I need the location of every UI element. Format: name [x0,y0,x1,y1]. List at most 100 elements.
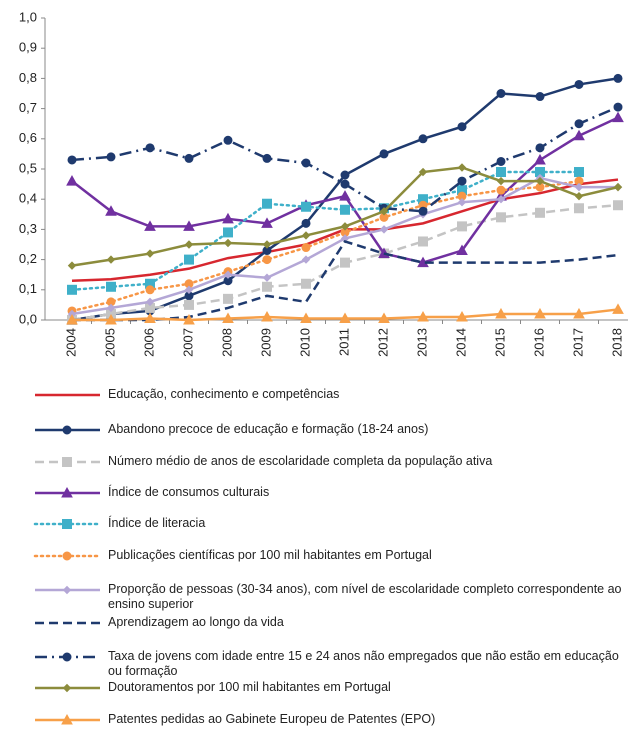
data-point [223,293,233,304]
legend-label: Índice de consumos culturais [108,485,270,499]
data-point [183,220,195,231]
x-tick-label: 2005 [102,328,117,357]
data-point [534,307,546,319]
data-point [67,284,77,295]
data-point [457,176,467,186]
data-point [184,153,194,163]
data-point [144,220,156,231]
data-point [261,217,273,228]
legend-marker [62,683,72,693]
legend-label: Aprendizagem ao longo da vida [108,615,284,629]
data-point [262,153,272,163]
legend-marker [62,551,72,561]
x-tick-label: 2017 [570,328,585,357]
data-point [261,310,273,322]
x-tick-label: 2016 [531,328,546,357]
data-point [184,240,194,249]
data-point [574,79,584,89]
data-point [301,158,311,168]
data-point [379,207,389,216]
data-point [378,312,390,323]
data-point [612,303,624,314]
legend-label: Taxa de jovens com idade entre 15 e 24 a… [108,649,619,678]
data-point [106,281,116,292]
data-point [534,153,546,165]
y-tick-label: 0,0 [19,311,37,326]
data-point [496,89,506,98]
legend-label: Patentes pedidas ao Gabinete Europeu de … [108,712,436,726]
data-point [67,155,77,165]
data-point [222,212,234,224]
y-tick-label: 0,4 [19,191,37,206]
data-point [340,170,350,180]
data-point [106,152,116,162]
x-tick-label: 2009 [258,328,273,357]
data-point [262,240,272,249]
x-tick-label: 2008 [219,328,234,357]
x-tick-label: 2011 [336,328,351,356]
data-point [262,273,272,282]
x-tick-label: 2015 [492,328,507,357]
data-point [574,182,584,192]
data-point [574,191,584,201]
data-point [573,129,585,141]
data-point [262,255,272,265]
data-point [184,285,194,295]
data-point [457,198,467,207]
y-tick-label: 0,9 [19,40,37,55]
data-point [456,310,468,322]
data-point [418,206,428,216]
data-point [223,227,233,238]
x-tick-label: 2006 [141,328,156,357]
data-point [301,231,311,240]
data-point [144,312,156,323]
data-point [496,185,506,195]
data-point [183,313,195,325]
legend-marker [62,457,72,467]
legend-marker [62,425,72,435]
data-point [457,122,467,132]
data-point [613,73,623,83]
x-tick-label: 2007 [180,328,195,357]
legend-label: Doutoramentos por 100 mil habitantes em … [108,680,391,694]
data-point [613,102,623,112]
data-point [340,179,350,189]
y-tick-label: 0,7 [19,100,37,115]
data-point [222,312,234,323]
data-point [105,313,117,325]
legend-label: Número médio de anos de escolaridade com… [108,454,493,468]
legend-marker [61,486,73,498]
legend-label: Abandono precoce de educação e formação … [108,422,429,436]
data-point [496,176,506,186]
data-point [184,254,194,265]
data-point [145,249,155,258]
legend-marker [62,652,72,662]
data-point [300,312,312,323]
data-point [223,270,233,279]
x-tick-label: 2004 [63,328,78,357]
data-point [418,134,428,144]
data-point [379,225,389,234]
data-point [535,176,545,186]
data-point [66,175,78,186]
data-point [105,205,117,216]
x-tick-label: 2010 [297,328,312,357]
data-point [496,194,506,204]
data-point [301,255,311,264]
data-point [301,218,311,228]
x-tick-label: 2012 [375,328,390,357]
data-point [612,111,624,123]
data-point [184,299,194,310]
data-point [66,313,78,325]
data-point [535,92,545,102]
data-point [106,255,116,264]
data-point [613,182,623,192]
data-point [496,156,506,166]
data-point [340,257,350,268]
data-point [223,135,233,145]
data-point [574,167,584,178]
data-point [457,163,467,172]
series-line [70,179,581,313]
data-point [145,285,155,295]
